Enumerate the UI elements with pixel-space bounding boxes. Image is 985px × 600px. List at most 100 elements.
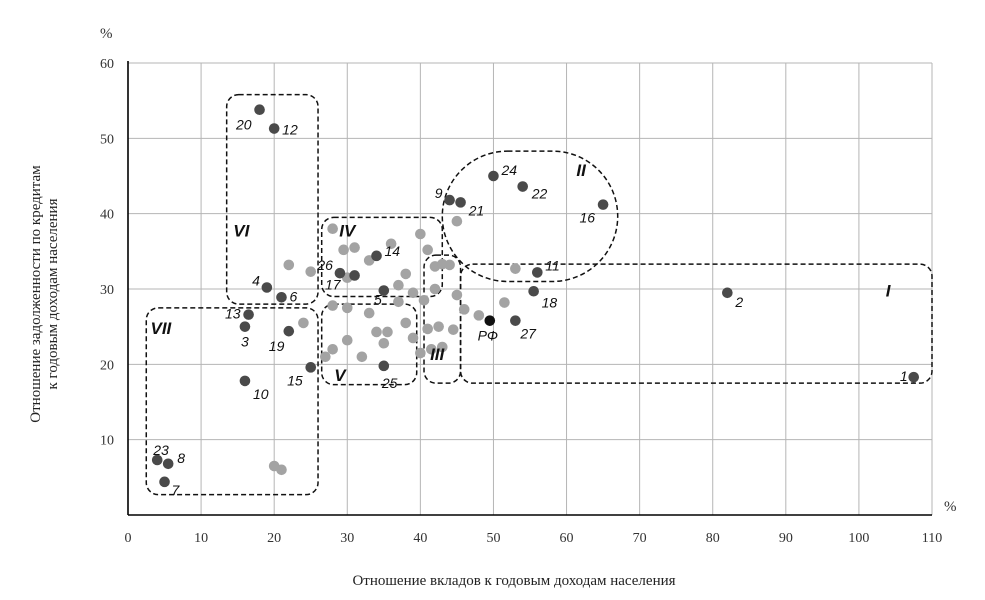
x-unit-label: % — [944, 499, 957, 515]
data-point-unlabeled — [418, 295, 430, 306]
data-point-region — [283, 325, 295, 337]
data-point-unlabeled — [451, 289, 463, 301]
data-point-unlabeled — [298, 317, 309, 329]
cluster-label: II — [576, 161, 587, 180]
point-label: 3 — [241, 334, 249, 350]
data-point-unlabeled — [283, 259, 295, 271]
point-label: 18 — [542, 294, 558, 310]
data-point-unlabeled — [400, 268, 412, 280]
data-point-region — [510, 315, 521, 326]
point-label: 1 — [900, 368, 908, 384]
data-point-region — [722, 287, 733, 299]
data-point-unlabeled — [327, 223, 338, 235]
data-point-unlabeled — [429, 283, 441, 295]
point-label: 15 — [287, 372, 303, 388]
y-tick-label: 10 — [100, 434, 114, 449]
point-label: 11 — [545, 257, 560, 273]
x-tick-label: 50 — [486, 531, 500, 546]
cluster-region — [320, 216, 444, 298]
data-point-unlabeled — [415, 347, 426, 359]
data-point-region — [268, 123, 280, 134]
data-point-region — [378, 285, 390, 296]
x-tick-label: 90 — [779, 531, 793, 546]
y-axis-title-line: Отношение задолженности по кредитам — [28, 165, 44, 423]
point-label: 25 — [381, 375, 398, 391]
point-label: 17 — [325, 276, 342, 292]
x-axis-title: Отношение вкладов к годовым доходам насе… — [352, 573, 675, 589]
data-point-unlabeled — [436, 341, 448, 353]
cluster-region — [225, 93, 319, 305]
point-label: 24 — [500, 162, 517, 178]
point-label: 9 — [435, 185, 443, 201]
x-tick-label: 70 — [633, 531, 647, 546]
data-point-unlabeled — [422, 323, 433, 335]
data-point-unlabeled — [447, 324, 459, 335]
data-point-unlabeled — [327, 300, 338, 311]
x-tick-label: 100 — [848, 531, 869, 546]
x-tick-label: 30 — [340, 531, 354, 546]
data-point-unlabeled — [510, 263, 521, 274]
data-point-region — [305, 362, 317, 373]
data-point-unlabeled — [320, 351, 331, 363]
cluster-label: IV — [339, 221, 357, 240]
data-point-unlabeled — [451, 215, 463, 227]
y-tick-label: 20 — [100, 358, 114, 373]
data-point-unlabeled — [458, 304, 470, 315]
data-point-region — [254, 104, 265, 116]
point-label: 12 — [282, 122, 298, 138]
cluster-label: VII — [150, 319, 172, 338]
x-tick-label: 60 — [560, 531, 574, 546]
data-point-region — [261, 282, 273, 293]
y-axis-title: Отношение задолженности по кредитамк год… — [28, 165, 61, 423]
cluster-region — [320, 303, 418, 386]
point-label: 7 — [172, 482, 181, 498]
cluster-region — [441, 150, 619, 283]
y-unit-label: % — [100, 26, 113, 42]
data-point-unlabeled — [385, 238, 397, 250]
data-point-unlabeled — [426, 343, 437, 355]
data-point-region — [151, 454, 163, 466]
data-point-region — [371, 250, 382, 262]
x-tick-label: 110 — [922, 531, 942, 546]
cluster-label: V — [334, 366, 347, 385]
data-point-region — [239, 321, 251, 332]
point-label: 26 — [316, 257, 333, 273]
point-label: 8 — [177, 450, 185, 466]
data-point-region — [378, 360, 390, 372]
cluster-label: VI — [233, 221, 250, 240]
point-label: 13 — [225, 306, 241, 322]
data-points — [151, 104, 920, 488]
data-point-region — [162, 458, 174, 470]
point-label: 19 — [269, 338, 285, 354]
data-point-unlabeled — [433, 321, 444, 332]
data-point-unlabeled — [349, 242, 360, 253]
cluster-label: III — [430, 345, 445, 364]
x-tick-label: 80 — [706, 531, 720, 546]
data-point-unlabeled — [363, 307, 375, 319]
point-label: 23 — [152, 442, 169, 458]
data-point-unlabeled — [356, 351, 368, 363]
data-point-unlabeled — [382, 326, 393, 338]
data-point-unlabeled — [499, 297, 510, 308]
data-point-region — [597, 199, 609, 210]
point-label: 22 — [531, 186, 548, 202]
y-axis-title-line: к годовым доходам населения — [45, 198, 61, 389]
data-point-region — [334, 267, 346, 279]
cluster-label: I — [886, 282, 892, 301]
data-point-unlabeled — [327, 343, 338, 355]
x-tick-label: 10 — [194, 531, 208, 546]
data-point-unlabeled — [338, 244, 349, 256]
data-point-region — [444, 194, 455, 206]
data-point-region — [484, 315, 496, 326]
data-point-unlabeled — [341, 302, 353, 314]
point-label: 20 — [235, 117, 252, 133]
data-point-unlabeled — [415, 228, 426, 240]
data-point-unlabeled — [473, 310, 485, 321]
data-point-unlabeled — [422, 244, 433, 256]
point-label: 14 — [385, 243, 401, 259]
data-point-region — [517, 181, 528, 192]
point-label: 6 — [289, 288, 297, 304]
data-point-unlabeled — [393, 296, 404, 308]
cluster-regions — [145, 93, 933, 496]
